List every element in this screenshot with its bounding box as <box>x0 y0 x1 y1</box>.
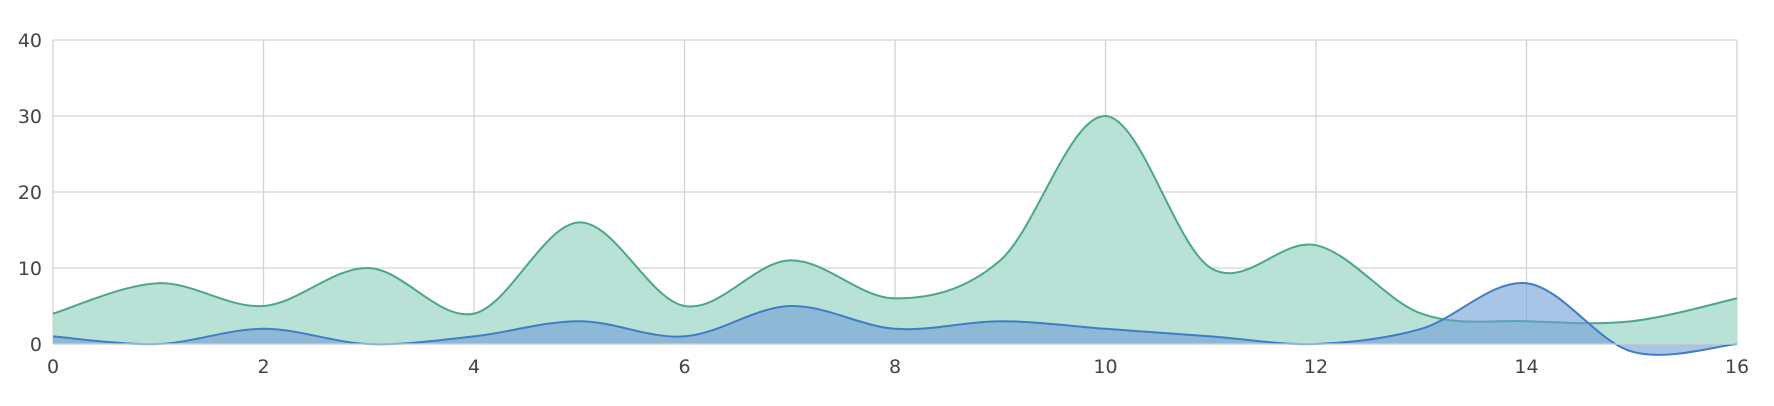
y-tick-label: 40 <box>18 30 42 52</box>
series-2-line <box>52 282 1738 356</box>
x-tick-label: 14 <box>1514 356 1538 378</box>
grid <box>52 39 1738 345</box>
x-tick-label: 4 <box>468 356 480 378</box>
x-tick-label: 0 <box>47 356 59 378</box>
x-tick-label: 10 <box>1093 356 1117 378</box>
y-tick-label: 20 <box>18 182 42 204</box>
x-tick-label: 16 <box>1725 356 1749 378</box>
x-tick-label: 8 <box>889 356 901 378</box>
y-tick-label: 10 <box>18 258 42 280</box>
series-layer <box>52 114 1738 356</box>
x-tick-label: 12 <box>1304 356 1328 378</box>
series-1 <box>52 114 1738 344</box>
x-tick-label: 2 <box>257 356 269 378</box>
x-axis-ticks: 0 2 4 6 8 10 12 14 16 <box>47 356 1749 378</box>
series-1-line <box>52 114 1738 325</box>
series-1-area <box>53 115 1737 344</box>
x-tick-label: 6 <box>678 356 690 378</box>
series-2 <box>52 282 1738 356</box>
y-tick-label: 30 <box>18 106 42 128</box>
y-axis-ticks: 0 10 20 30 40 <box>18 30 42 356</box>
y-tick-label: 0 <box>30 334 42 356</box>
